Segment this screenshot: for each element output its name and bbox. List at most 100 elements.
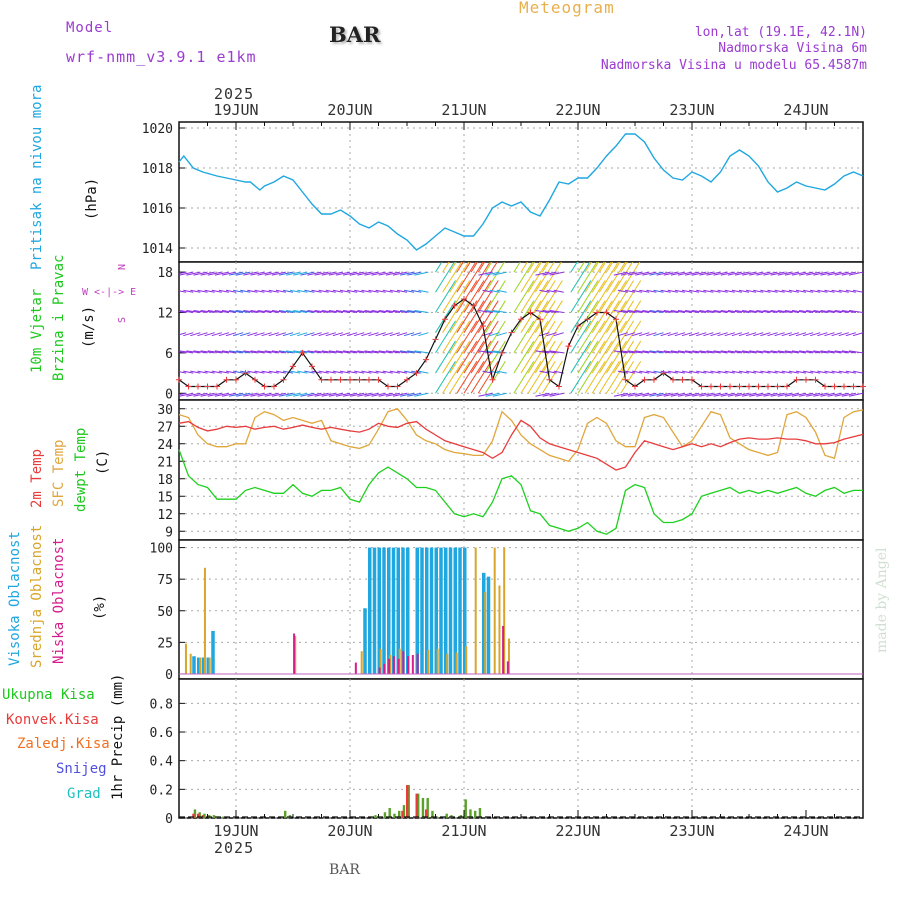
wind-arrow	[791, 350, 807, 354]
wind-arrow	[763, 392, 778, 397]
wind-arrow	[649, 392, 664, 397]
wind-arrow	[613, 392, 628, 397]
wind-arrow	[214, 350, 229, 354]
wind-arrow	[848, 392, 863, 397]
wind-arrow	[200, 309, 215, 313]
wind-arrow	[335, 309, 351, 313]
wind-speed-marker	[546, 376, 553, 383]
wind-arrow	[275, 332, 287, 337]
wind-arrow	[236, 350, 251, 354]
day-label-bottom: 24JUN	[783, 822, 828, 840]
wind-arrow	[824, 370, 835, 374]
wind-speed-marker	[679, 376, 686, 383]
wind-arrow	[699, 392, 714, 397]
wind-arrow	[749, 392, 764, 397]
wind-arrow	[584, 262, 593, 273]
ytick-label-wind: 12	[157, 306, 173, 321]
wind-arrow	[484, 280, 506, 313]
ytick-label-precip: 0.2	[150, 783, 173, 798]
wind-speed-marker	[470, 302, 477, 309]
wind-arrow	[763, 350, 778, 354]
wind-speed-marker	[698, 383, 705, 390]
cloud-bar-1	[474, 547, 477, 674]
wind-arrow	[598, 262, 619, 293]
wind-arrow	[606, 262, 627, 293]
precip-bar-0	[417, 793, 420, 818]
wind-arrow	[685, 350, 700, 354]
wind-arrow	[179, 309, 194, 313]
wind-arrow	[731, 370, 742, 374]
wind-arrow	[314, 309, 329, 313]
wind-arrow	[179, 310, 187, 313]
wind-arrow	[838, 289, 849, 293]
wind-arrow	[541, 280, 563, 313]
wind-arrow	[541, 262, 550, 273]
wind-arrow	[264, 350, 279, 354]
wind-arrow	[243, 271, 258, 276]
wind-arrow	[271, 392, 286, 397]
wind-arrow	[378, 309, 393, 313]
cloud-bar-1	[294, 636, 297, 674]
ytick-label-temperature: 24	[157, 438, 173, 453]
wind-arrow	[670, 271, 685, 276]
wind-unit-label: (m/s)	[81, 305, 97, 348]
precip-bar-0	[421, 797, 425, 818]
wind-speed-marker	[176, 376, 182, 383]
cloud-unit-label: (%)	[92, 594, 108, 620]
wind-arrow	[477, 280, 499, 313]
wind-arrow	[699, 350, 714, 354]
wind-arrow	[470, 361, 492, 394]
wind-arrow	[713, 271, 728, 276]
cloud-bar-0	[482, 572, 486, 674]
wind-arrow	[271, 350, 286, 354]
wind-arrow	[382, 370, 393, 374]
model-elevation-label: Nadmorska Visina u modelu 65.4587m	[600, 58, 867, 73]
wind-arrow	[727, 271, 742, 276]
wind-arrow	[848, 309, 863, 313]
wind-arrow	[207, 271, 222, 276]
wind-arrow	[343, 271, 358, 276]
wind-arrow	[841, 350, 856, 354]
precip-rain-total-label: Ukupna Kisa	[2, 687, 95, 703]
precip-rain-frz-label: Zaledj.Kisa	[17, 736, 110, 752]
cloud-bar-1	[455, 652, 458, 674]
elevation-label: Nadmorska Visina 6m	[718, 41, 867, 56]
wind-arrow	[820, 392, 835, 397]
wind-speed-marker	[594, 309, 600, 316]
wind-arrow	[261, 289, 272, 293]
wind-arrow	[463, 262, 484, 293]
wind-arrow	[378, 350, 393, 354]
wind-arrow	[791, 271, 807, 276]
cloud-bar-1	[360, 651, 363, 674]
wind-arrow	[628, 271, 643, 276]
wind-arrow	[275, 370, 286, 374]
wind-arrow	[496, 370, 507, 374]
wind-speed-marker	[822, 383, 828, 390]
wind-arrow	[553, 332, 564, 337]
wind-arrow	[535, 350, 550, 354]
wind-arrow	[713, 392, 728, 397]
wind-arrow	[620, 350, 636, 354]
wind-arrow	[477, 320, 499, 354]
panel-frame-pressure	[178, 121, 864, 263]
wind-arrow	[617, 289, 628, 293]
wind-arrow	[411, 332, 422, 337]
wind-speed-marker	[527, 309, 534, 316]
wind-arrow	[204, 332, 215, 337]
wind-arrow	[193, 271, 208, 276]
wind-arrow	[411, 289, 422, 293]
precip-bar-1	[401, 810, 404, 818]
wind-title-label-2: Brzina i Pravac	[51, 254, 67, 381]
wind-arrow	[179, 271, 194, 276]
wind-arrow	[300, 392, 315, 397]
wind-arrow	[542, 309, 557, 313]
cloud-bar-0	[197, 657, 201, 674]
wind-arrow	[720, 392, 735, 397]
wind-arrow	[706, 271, 721, 276]
wind-arrow	[841, 309, 856, 313]
wind-arrow	[407, 271, 422, 276]
ytick-label-wind: 6	[165, 347, 173, 362]
wind-arrow	[179, 290, 187, 293]
wind-arrow	[653, 289, 664, 293]
